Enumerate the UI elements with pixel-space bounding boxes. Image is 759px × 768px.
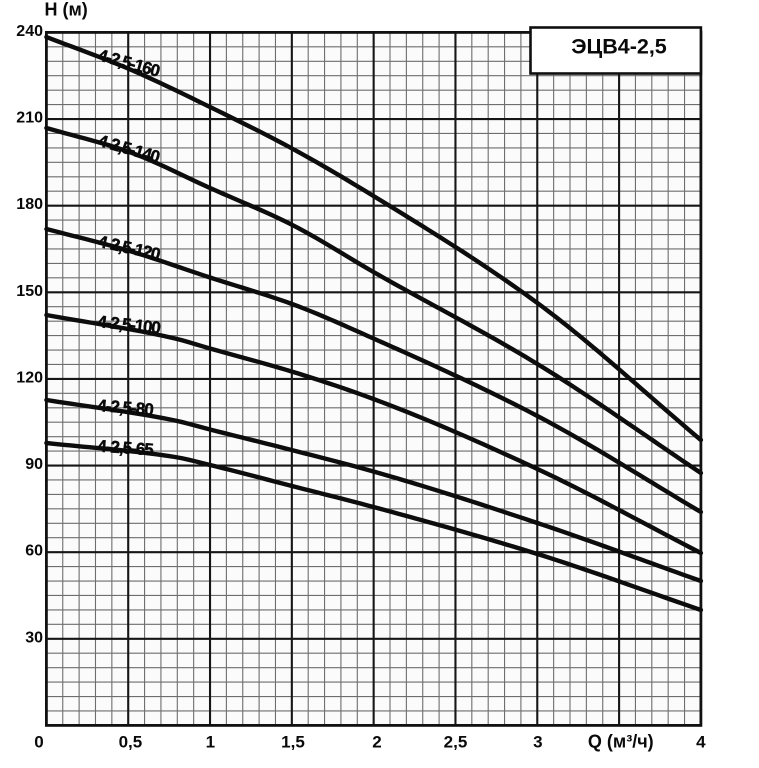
svg-text:H (м): H (м) — [45, 0, 88, 20]
svg-text:ЭЦВ4-2,5: ЭЦВ4-2,5 — [571, 35, 667, 59]
svg-text:0,5: 0,5 — [119, 733, 143, 752]
svg-text:150: 150 — [16, 283, 43, 300]
svg-text:1: 1 — [206, 733, 215, 752]
svg-text:0: 0 — [34, 733, 43, 752]
svg-text:120: 120 — [16, 369, 43, 386]
svg-text:4-2,5-80: 4-2,5-80 — [97, 396, 155, 419]
svg-text:60: 60 — [25, 543, 43, 560]
svg-text:240: 240 — [16, 23, 43, 40]
svg-text:90: 90 — [25, 456, 43, 473]
svg-text:1,5: 1,5 — [281, 733, 305, 752]
svg-text:180: 180 — [16, 196, 43, 213]
svg-text:30: 30 — [25, 629, 43, 646]
svg-text:210: 210 — [16, 110, 43, 127]
svg-text:Q (м³/ч): Q (м³/ч) — [588, 732, 654, 752]
svg-text:4-2,5-65: 4-2,5-65 — [97, 437, 155, 460]
svg-text:2,5: 2,5 — [444, 733, 468, 752]
svg-text:2: 2 — [372, 733, 381, 752]
svg-text:3: 3 — [533, 733, 542, 752]
svg-text:4: 4 — [696, 733, 706, 752]
